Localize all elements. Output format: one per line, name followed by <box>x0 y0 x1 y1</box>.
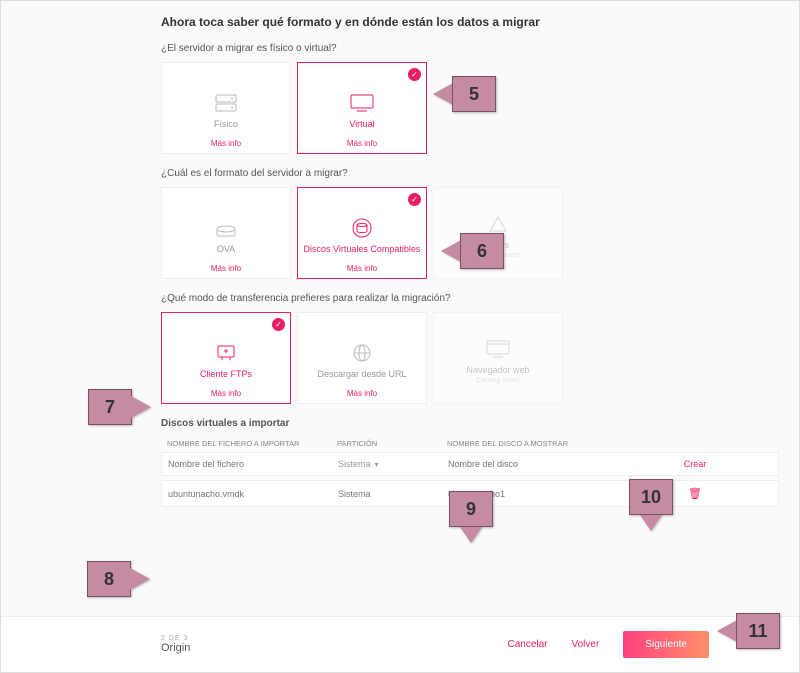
check-icon: ✓ <box>408 193 421 206</box>
delete-icon[interactable]: 🗑 <box>688 488 702 500</box>
question-1: ¿El servidor a migrar es físico o virtua… <box>161 43 779 54</box>
card-label: Descargar desde URL <box>313 370 410 380</box>
section-transfer: ¿Qué modo de transferencia prefieres par… <box>161 293 779 404</box>
table-input-row: Sistema▾ Crear <box>161 452 779 476</box>
callout-6: 6 <box>441 233 504 269</box>
cell-file: ubuntunacho.vmdk <box>168 489 338 499</box>
url-icon <box>352 336 372 370</box>
server-icon <box>215 86 237 120</box>
more-info-link[interactable]: Más info <box>347 389 377 398</box>
card-ova[interactable]: OVA Más info <box>161 187 291 279</box>
card-label: Virtual <box>345 120 378 130</box>
file-input[interactable] <box>168 459 338 469</box>
callout-5: 5 <box>433 76 496 112</box>
monitor-icon <box>350 86 374 120</box>
question-3: ¿Qué modo de transferencia prefieres par… <box>161 293 779 304</box>
more-info-link[interactable]: Más info <box>347 139 377 148</box>
disk-icon <box>215 211 237 245</box>
more-info-link[interactable]: Más info <box>211 139 241 148</box>
table-header-row: NOMBRE DEL FICHERO A IMPORTAR PARTICIÓN … <box>161 435 779 452</box>
th-file: NOMBRE DEL FICHERO A IMPORTAR <box>167 439 337 448</box>
th-disk: NOMBRE DEL DISCO A MOSTRAR <box>447 439 617 448</box>
table-title: Discos virtuales a importar <box>161 418 779 429</box>
more-info-link[interactable]: Más info <box>347 264 377 273</box>
card-virtual[interactable]: ✓ Virtual Más info <box>297 62 427 154</box>
callout-9: 9 <box>449 491 493 543</box>
card-browser: Navegador web Coming soon! <box>433 312 563 404</box>
card-label: Discos Virtuales Compatibles <box>300 245 425 255</box>
question-2: ¿Cuál es el formato del servidor a migra… <box>161 168 779 179</box>
check-icon: ✓ <box>408 68 421 81</box>
more-info-link[interactable]: Más info <box>211 389 241 398</box>
callout-11: 11 <box>717 613 780 649</box>
back-button[interactable]: Volver <box>572 639 600 650</box>
chevron-down-icon: ▾ <box>375 460 379 469</box>
coming-soon: Coming soon! <box>476 377 519 384</box>
th-partition: PARTICIÓN <box>337 439 447 448</box>
create-button[interactable]: Crear <box>684 459 707 469</box>
wizard-footer: 2 DE 3 Origin Cancelar Volver Siguiente <box>1 616 799 672</box>
check-icon: ✓ <box>272 318 285 331</box>
ftp-icon <box>215 336 237 370</box>
card-label: OVA <box>213 245 239 255</box>
step-counter: 2 DE 3 <box>161 635 190 642</box>
cell-partition: Sistema <box>338 489 448 499</box>
card-discos-compatibles[interactable]: ✓ Discos Virtuales Compatibles Más info <box>297 187 427 279</box>
card-label: Físico <box>210 120 242 130</box>
card-fisico[interactable]: Físico Más info <box>161 62 291 154</box>
step-name: Origin <box>161 642 190 654</box>
next-button[interactable]: Siguiente <box>623 631 709 658</box>
disk-name-input[interactable] <box>448 459 618 469</box>
card-url[interactable]: Descargar desde URL Más info <box>297 312 427 404</box>
callout-7: 7 <box>88 389 151 425</box>
card-label: Cliente FTPs <box>196 370 256 380</box>
cancel-button[interactable]: Cancelar <box>507 639 547 650</box>
callout-10: 10 <box>629 479 673 531</box>
database-icon <box>352 211 372 245</box>
card-label: Navegador web <box>462 366 533 376</box>
more-info-link[interactable]: Más info <box>211 264 241 273</box>
browser-icon <box>486 332 510 366</box>
page-title: Ahora toca saber qué formato y en dónde … <box>161 15 779 29</box>
callout-8: 8 <box>87 561 150 597</box>
partition-select[interactable]: Sistema▾ <box>338 459 448 469</box>
card-ftp[interactable]: ✓ Cliente FTPs Más info <box>161 312 291 404</box>
